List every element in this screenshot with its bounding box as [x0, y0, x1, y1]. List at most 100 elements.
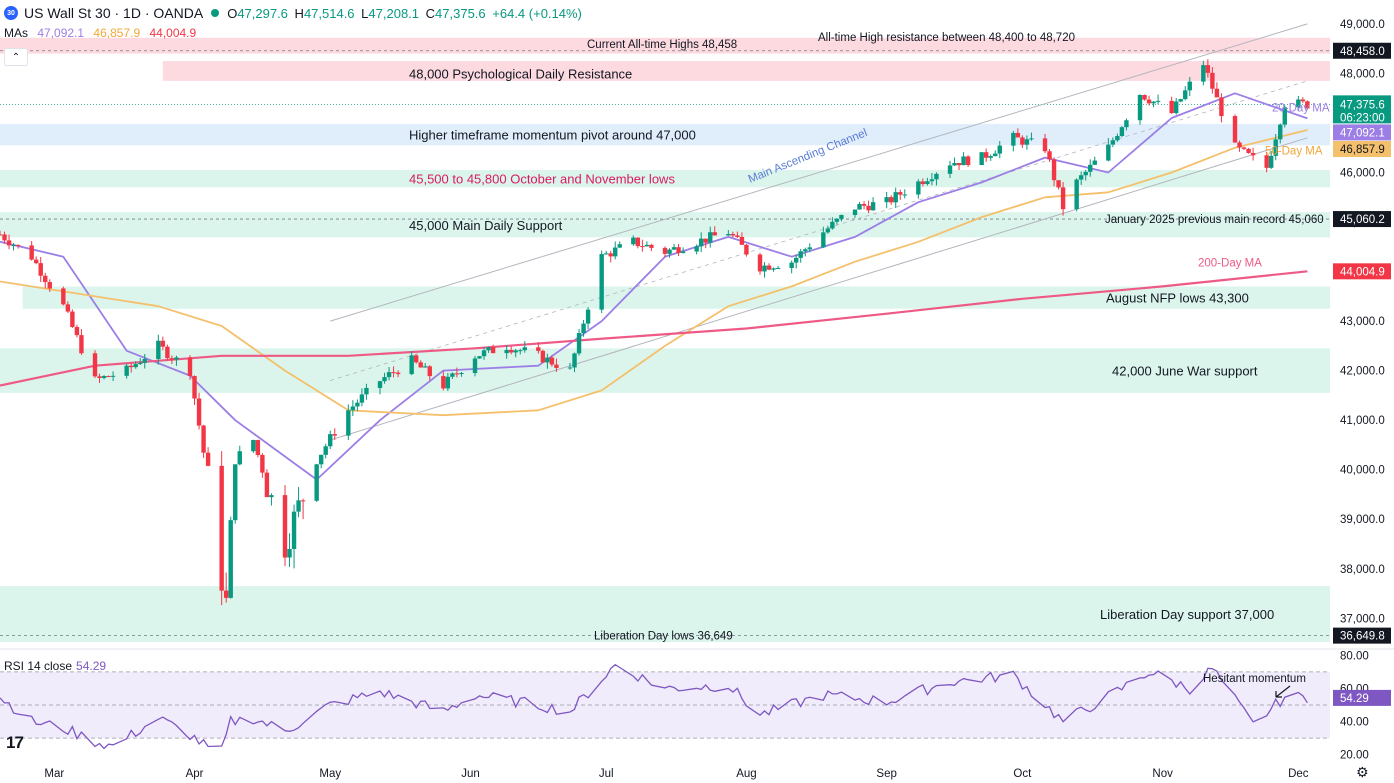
candle — [649, 243, 654, 252]
candle-body — [825, 228, 831, 233]
candle — [676, 243, 681, 256]
candle-body — [640, 246, 645, 248]
candle — [255, 439, 261, 458]
candle-body — [952, 163, 957, 166]
ma-line-2 — [0, 270, 1308, 387]
candle — [735, 231, 740, 238]
candle — [364, 383, 369, 400]
candle — [142, 353, 147, 369]
candle-body — [934, 173, 939, 180]
candle — [251, 439, 256, 454]
candle-body — [667, 249, 672, 254]
candle — [196, 392, 202, 430]
candle-body — [522, 347, 527, 351]
candle-body — [1029, 138, 1034, 140]
candle — [29, 241, 34, 261]
candle-body — [821, 232, 826, 248]
candle-body — [680, 251, 686, 253]
candle — [481, 347, 487, 360]
candle — [350, 400, 356, 417]
candle — [762, 262, 767, 278]
candle-body — [110, 375, 116, 377]
candle — [1137, 94, 1143, 125]
candle-body — [486, 347, 491, 351]
candle — [1300, 97, 1306, 104]
candle-body — [1296, 99, 1301, 108]
rsi-annotation: Hesitant momentum — [1203, 673, 1306, 685]
candle — [898, 189, 903, 200]
candle-body — [205, 452, 211, 466]
candle-body — [979, 152, 984, 166]
candle-body — [332, 434, 337, 436]
candle — [1110, 137, 1116, 148]
price-tick-5: 42,000.0 — [1340, 366, 1385, 378]
candle-body — [1146, 99, 1152, 104]
candle — [920, 178, 926, 187]
candle-body — [608, 253, 613, 257]
candle — [536, 342, 541, 354]
symbol-title[interactable]: US Wall St 30 · 1D · OANDA — [24, 5, 204, 21]
ma200-price-tag: 44,004.9 — [1333, 263, 1391, 280]
candle-body — [866, 205, 871, 211]
candle-body — [1187, 81, 1192, 91]
symbol-logo[interactable]: 30 — [4, 6, 18, 20]
candle — [332, 428, 337, 440]
time-tick-0: Mar — [44, 768, 64, 780]
candle — [79, 329, 84, 355]
candle-body — [1278, 124, 1283, 140]
collapse-legend-button[interactable]: ⌃ — [4, 48, 28, 66]
candle — [92, 350, 98, 378]
price-tick-7: 40,000.0 — [1340, 465, 1385, 477]
candle-body — [1015, 132, 1021, 138]
candle — [1205, 59, 1211, 78]
candle — [925, 177, 930, 186]
candle — [472, 355, 478, 377]
candle-body — [427, 366, 432, 377]
candle — [192, 375, 197, 405]
ma-legend[interactable]: MAs 47,092.1 46,857.9 44,004.9 — [4, 26, 202, 40]
time-tick-5: Aug — [736, 768, 756, 780]
candle — [803, 247, 808, 257]
candle — [486, 346, 491, 353]
candle — [708, 226, 713, 248]
candle-body — [1137, 94, 1143, 121]
candle — [201, 424, 206, 458]
candle-body — [1201, 65, 1206, 82]
candle-body — [554, 364, 559, 368]
candle-body — [1042, 138, 1048, 152]
candle — [0, 230, 3, 236]
candle-body — [445, 376, 451, 389]
ma-legend-label: MAs — [4, 26, 28, 40]
candle — [1169, 96, 1174, 115]
candle — [300, 498, 306, 520]
low-value: 47,208.1 — [368, 5, 420, 21]
candle-body — [1282, 107, 1287, 125]
reference-price-tag-0-bg — [1333, 42, 1391, 59]
candle-body — [1250, 152, 1256, 156]
candle-body — [459, 373, 464, 375]
gear-icon[interactable]: ⚙ — [1356, 764, 1369, 780]
rsi-price-tag-text: 54.29 — [1340, 693, 1369, 705]
candle-body — [698, 238, 704, 247]
candle — [952, 157, 957, 167]
rsi-price-tag: 54.29 — [1333, 689, 1391, 706]
candle — [490, 344, 496, 354]
candle-body — [423, 366, 428, 368]
candle-body — [192, 375, 197, 399]
tradingview-logo-icon[interactable]: 17 — [6, 733, 24, 752]
candle-body — [364, 387, 369, 395]
candle-body — [61, 288, 66, 305]
candle-body — [576, 333, 582, 354]
candle — [1115, 133, 1120, 142]
candle — [269, 493, 274, 506]
candle-body — [0, 234, 3, 236]
candle-body — [11, 244, 16, 246]
candle-body — [1169, 100, 1174, 114]
candle — [233, 464, 238, 524]
candle — [1142, 94, 1147, 101]
candles-layer — [0, 59, 1310, 606]
candle — [1088, 159, 1093, 177]
rsi-legend[interactable]: RSI 14 close 54.29 — [4, 659, 106, 673]
candle — [965, 155, 971, 167]
